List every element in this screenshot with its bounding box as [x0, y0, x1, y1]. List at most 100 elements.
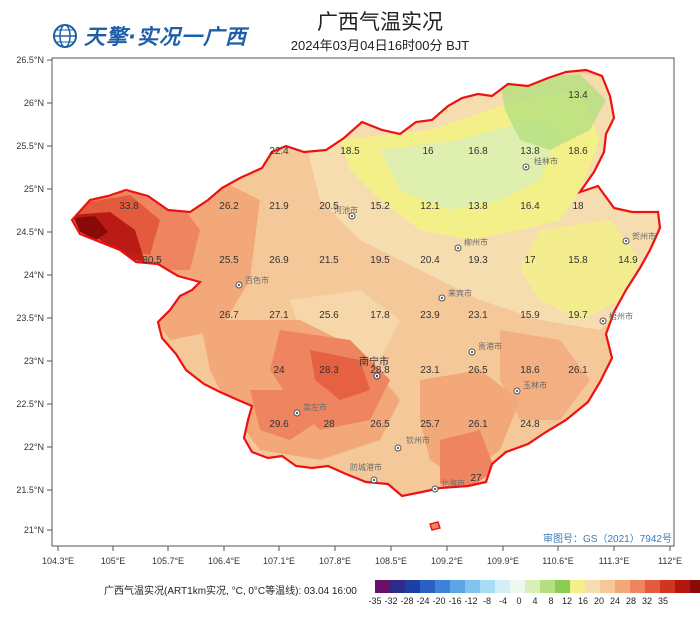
lon-tick-label: 111.3°E: [599, 556, 630, 566]
temperature-value: 27.1: [269, 310, 289, 321]
legend-swatch: [390, 580, 405, 593]
legend-swatch: [465, 580, 480, 593]
temperature-value: 25.7: [420, 419, 440, 430]
temperature-value: 14.9: [618, 255, 638, 266]
lon-tick-label: 105°E: [101, 556, 126, 566]
legend-tick-label: -28: [400, 596, 414, 606]
city-label: 玉林市: [523, 380, 547, 390]
legend-swatch: [450, 580, 465, 593]
legend-tick-label: 24: [609, 596, 621, 606]
legend-swatch: [570, 580, 585, 593]
city-marker-dot: [350, 214, 354, 218]
lon-tick-label: 112°E: [658, 556, 682, 566]
lon-tick-label: 107.1°E: [263, 556, 295, 566]
legend-swatch: [405, 580, 420, 593]
lat-tick-label: 23°N: [24, 356, 44, 366]
legend-tick-label: 28: [625, 596, 637, 606]
temperature-value: 24: [273, 365, 285, 376]
lat-tick-label: 26.5°N: [16, 55, 44, 65]
city-label: 防城港市: [350, 462, 382, 472]
temperature-value: 28.3: [319, 365, 339, 376]
temperature-value: 15.8: [568, 255, 588, 266]
temperature-value: 19.5: [370, 255, 390, 266]
globe-icon: [53, 24, 77, 48]
longitude-axis: 104.3°E 105°E 105.7°E 106.4°E 107.1°E 107.8°E…: [42, 546, 682, 566]
legend-tick-label: -20: [432, 596, 446, 606]
lat-tick-label: 25°N: [24, 184, 44, 194]
temperature-value: 18.6: [568, 146, 588, 157]
temperature-value: 25.5: [219, 255, 239, 266]
city-label: 百色市: [245, 275, 269, 285]
legend-tick-label: 0: [516, 596, 522, 606]
temperature-value: 33.8: [119, 201, 139, 212]
temperature-value: 23.1: [420, 365, 440, 376]
temperature-value: 13.4: [568, 90, 588, 101]
legend-title: 广西气温实况(ART1km实况, °C, 0°C等温线): 03.04 16:0…: [104, 586, 357, 597]
lat-tick-label: 25.5°N: [16, 141, 44, 151]
legend-swatch: [375, 580, 390, 593]
legend-swatch: [615, 580, 630, 593]
lon-tick-label: 109.2°E: [431, 556, 463, 566]
temperature-value: 28.8: [370, 365, 390, 376]
temperature-value: 16.8: [468, 146, 488, 157]
legend-swatch: [480, 580, 495, 593]
city-label: 北海市: [441, 478, 465, 488]
legend-tick-label: 16: [577, 596, 589, 606]
legend-swatch: [510, 580, 525, 593]
city-label: 钦州市: [406, 435, 430, 445]
legend-swatch: [435, 580, 450, 593]
island-weizhou: [429, 521, 441, 531]
temperature-value: 12.1: [420, 201, 440, 212]
temperature-value: 21.5: [319, 255, 339, 266]
legend-tick-label: 12: [561, 596, 573, 606]
lon-tick-label: 104.3°E: [42, 556, 74, 566]
lon-tick-label: 109.9°E: [487, 556, 519, 566]
lon-tick-label: 107.8°E: [319, 556, 351, 566]
temperature-value: 18.6: [520, 365, 540, 376]
legend-swatch: [555, 580, 570, 593]
lat-tick-label: 21.5°N: [16, 485, 44, 495]
legend-swatch: [645, 580, 660, 593]
city-marker-dot: [456, 246, 460, 250]
lon-tick-label: 110.6°E: [542, 556, 573, 566]
lon-tick-label: 105.7°E: [152, 556, 184, 566]
temperature-value: 30.5: [142, 255, 162, 266]
city-marker-dot: [515, 389, 519, 393]
temperature-value: 18.5: [340, 146, 360, 157]
legend-swatch: [690, 580, 700, 593]
temperature-value: 18: [572, 201, 584, 212]
logo: 天擎·实况一广西: [52, 20, 272, 52]
city-label: 梧州市: [609, 311, 633, 321]
city-label: 河池市: [334, 205, 358, 215]
temperature-value: 25.6: [319, 310, 339, 321]
lat-tick-label: 26°N: [24, 98, 44, 108]
temperature-value: 29.6: [269, 419, 289, 430]
legend-tick-label: -35: [368, 596, 382, 606]
temperature-values: 13.4 22.4 18.5 16 16.8 13.8 18.6 33.8 26.2 21.9 20…: [119, 90, 638, 484]
legend-swatch: [600, 580, 615, 593]
city-marker-dot: [624, 239, 628, 243]
legend-tick-label: 8: [548, 596, 554, 606]
legend-tick-label: -4: [498, 596, 508, 606]
lat-tick-label: 24.5°N: [16, 227, 44, 237]
city-marker-dot: [470, 350, 474, 354]
legend-tick-label: -8: [482, 596, 492, 606]
city-marker-dot: [524, 165, 528, 169]
legend-tick-label: -24: [416, 596, 430, 606]
legend-swatch: [525, 580, 540, 593]
lat-tick-label: 24°N: [24, 270, 44, 280]
map-review-number: 审图号：GS（2021）7942号: [543, 534, 672, 545]
latitude-axis: 26.5°N 26°N 25.5°N 25°N 24.5°N 24°N 23.5°N 23°N…: [16, 55, 52, 535]
temperature-value: 22.4: [269, 146, 289, 157]
temperature-value: 26.1: [568, 365, 588, 376]
temperature-value: 26.7: [219, 310, 239, 321]
page-title: 广西气温实况: [317, 11, 443, 34]
temperature-value: 20.5: [319, 201, 339, 212]
legend-tick-label: 35: [657, 596, 669, 606]
legend-tick-label: 32: [641, 596, 653, 606]
legend-swatch: [420, 580, 435, 593]
city-marker-dot: [295, 411, 299, 415]
lat-tick-label: 21°N: [24, 525, 44, 535]
